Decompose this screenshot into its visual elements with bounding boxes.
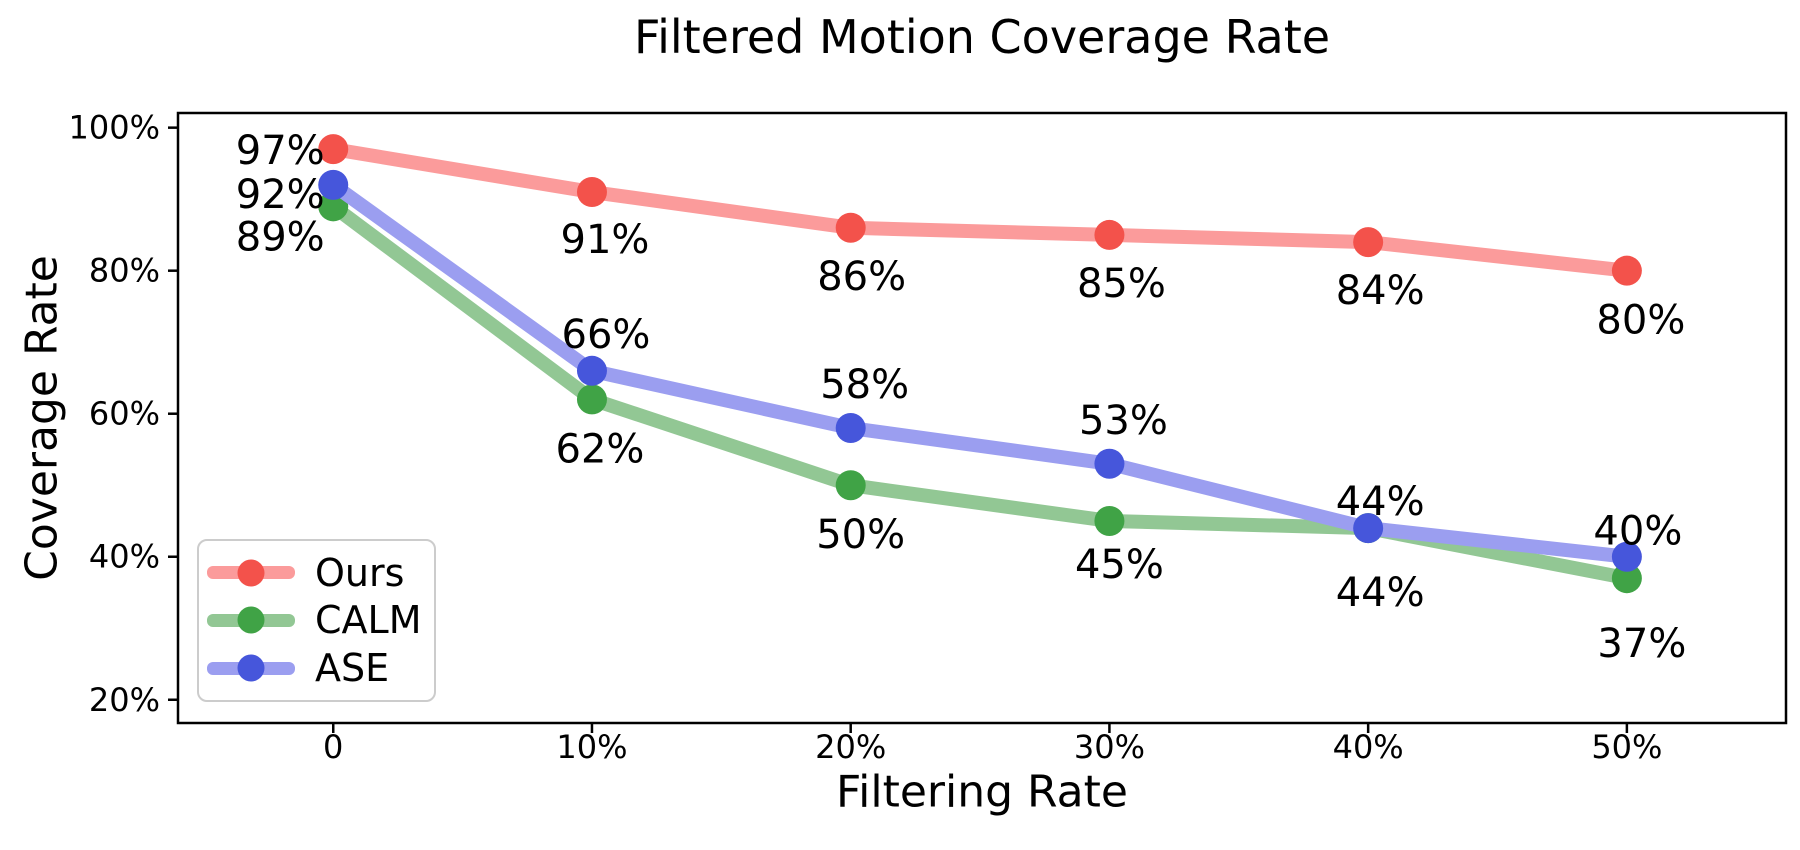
- point-label-calm: 50%: [816, 512, 905, 558]
- x-tick-label: 50%: [1591, 728, 1662, 766]
- series-marker-ours: [1611, 255, 1642, 286]
- legend-item-calm: CALM: [207, 598, 434, 642]
- point-label-ase: 58%: [820, 362, 909, 408]
- legend-item-ase: ASE: [207, 646, 434, 690]
- point-label-ase: 53%: [1079, 398, 1168, 444]
- series-marker-calm: [835, 470, 866, 501]
- series-marker-calm: [1611, 563, 1642, 594]
- series-marker-ours: [318, 134, 349, 165]
- x-tick-label: 20%: [815, 728, 886, 766]
- series-marker-ours: [1094, 219, 1125, 250]
- series-marker-ase: [576, 355, 607, 386]
- series-marker-ase: [1094, 448, 1125, 479]
- point-label-ase: 40%: [1593, 509, 1682, 555]
- legend-swatch-ours: [207, 559, 295, 587]
- point-label-ours: 91%: [561, 217, 650, 263]
- series-line-calm: [326, 199, 1634, 586]
- x-tick-label: 30%: [1074, 728, 1145, 766]
- series-marker-ours: [835, 212, 866, 243]
- point-label-ase: 44%: [1336, 479, 1425, 525]
- x-tick-label: 0: [323, 728, 343, 766]
- point-label-calm: 89%: [236, 214, 325, 260]
- x-tick-label: 40%: [1333, 728, 1404, 766]
- point-label-ase: 66%: [562, 312, 651, 358]
- y-tick-label: 80%: [89, 252, 160, 290]
- legend: Ours CALM ASE: [197, 539, 436, 702]
- point-label-ours: 97%: [236, 128, 325, 174]
- y-tick-label: 40%: [89, 538, 160, 576]
- series-marker-ase: [1611, 541, 1642, 572]
- legend-label: Ours: [315, 550, 405, 595]
- y-tick-label: 20%: [89, 681, 160, 719]
- x-axis-label: Filtering Rate: [836, 766, 1128, 818]
- point-label-ours: 80%: [1596, 298, 1685, 344]
- plot-frame: [176, 111, 1788, 725]
- series-line-ase: [326, 177, 1634, 564]
- chart-title: Filtered Motion Coverage Rate: [633, 10, 1331, 64]
- legend-label: CALM: [315, 598, 422, 643]
- y-axis-label: Coverage Rate: [16, 255, 68, 581]
- series-line-ours: [326, 142, 1634, 278]
- series-marker-ours: [1353, 227, 1384, 258]
- series-marker-calm: [576, 384, 607, 415]
- legend-swatch-calm: [207, 606, 295, 634]
- legend-label: ASE: [315, 646, 390, 691]
- legend-marker-icon: [237, 606, 265, 634]
- legend-marker-icon: [237, 654, 265, 682]
- x-tick-label: 10%: [556, 728, 627, 766]
- point-label-calm: 44%: [1336, 570, 1425, 616]
- point-label-calm: 37%: [1597, 621, 1686, 667]
- y-tick-label: 60%: [89, 395, 160, 433]
- legend-marker-icon: [237, 559, 265, 587]
- series-marker-ase: [318, 169, 349, 200]
- point-label-calm: 45%: [1075, 542, 1164, 588]
- series-marker-ase: [1353, 513, 1384, 544]
- point-label-ours: 86%: [817, 254, 906, 300]
- legend-item-ours: Ours: [207, 551, 434, 595]
- series-marker-ours: [576, 177, 607, 208]
- legend-swatch-ase: [207, 654, 295, 682]
- point-label-ours: 84%: [1336, 268, 1425, 314]
- point-label-ours: 85%: [1077, 261, 1166, 307]
- point-label-calm: 62%: [556, 426, 645, 472]
- y-tick-label: 100%: [69, 109, 160, 147]
- series-marker-ase: [835, 413, 866, 444]
- point-label-ase: 92%: [236, 172, 325, 218]
- series-marker-calm: [1094, 505, 1125, 536]
